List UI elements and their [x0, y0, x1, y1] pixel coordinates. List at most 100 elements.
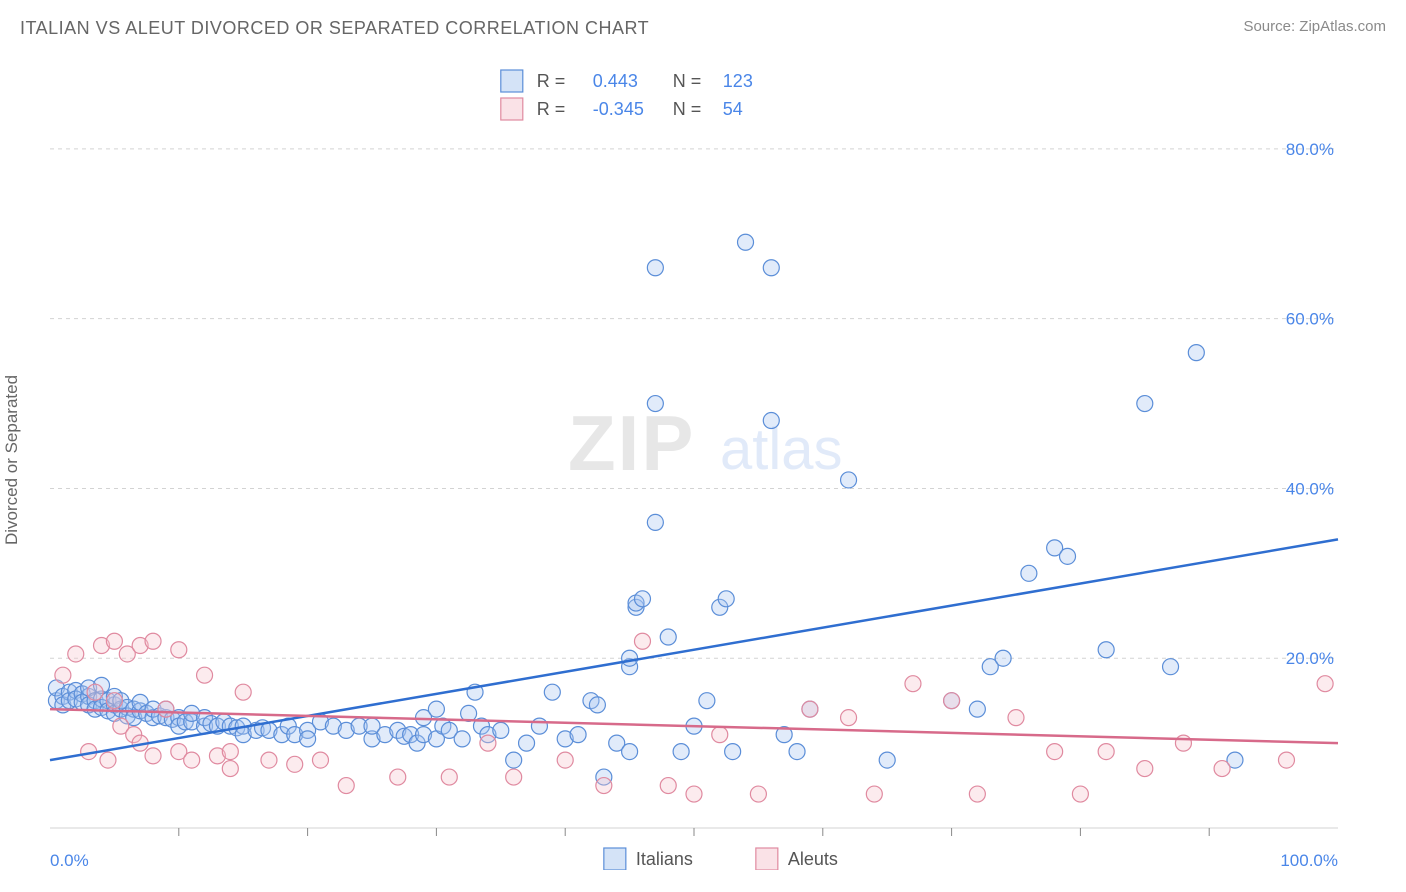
- data-point-aleuts: [145, 633, 161, 649]
- y-tick-label: 60.0%: [1286, 310, 1334, 329]
- data-point-italians: [1188, 345, 1204, 361]
- data-point-aleuts: [100, 752, 116, 768]
- data-point-aleuts: [222, 761, 238, 777]
- data-point-italians: [300, 731, 316, 747]
- data-point-italians: [1021, 565, 1037, 581]
- data-point-italians: [519, 735, 535, 751]
- data-point-italians: [969, 701, 985, 717]
- data-point-aleuts: [87, 684, 103, 700]
- legend-bottom-label-italians: Italians: [636, 849, 693, 869]
- data-point-italians: [789, 744, 805, 760]
- data-point-aleuts: [1072, 786, 1088, 802]
- legend-R-value-aleuts: -0.345: [593, 99, 644, 119]
- legend-swatch-italians: [501, 70, 523, 92]
- legend-bottom-swatch-italians: [604, 848, 626, 870]
- data-point-aleuts: [55, 667, 71, 683]
- legend-R-value-italians: 0.443: [593, 71, 638, 91]
- data-point-aleuts: [802, 701, 818, 717]
- data-point-aleuts: [1008, 710, 1024, 726]
- data-point-italians: [1060, 548, 1076, 564]
- data-point-aleuts: [171, 642, 187, 658]
- data-point-aleuts: [1317, 676, 1333, 692]
- data-point-aleuts: [1137, 761, 1153, 777]
- data-point-aleuts: [197, 667, 213, 683]
- data-point-aleuts: [261, 752, 277, 768]
- data-point-aleuts: [480, 735, 496, 751]
- data-point-italians: [454, 731, 470, 747]
- data-point-aleuts: [557, 752, 573, 768]
- data-point-aleuts: [1175, 735, 1191, 751]
- data-point-italians: [699, 693, 715, 709]
- y-tick-label: 20.0%: [1286, 649, 1334, 668]
- scatter-chart: 20.0%40.0%60.0%80.0%0.0%100.0%R =0.443N …: [20, 50, 1386, 870]
- data-point-aleuts: [596, 778, 612, 794]
- data-point-aleuts: [506, 769, 522, 785]
- data-point-italians: [589, 697, 605, 713]
- legend-R-label: R =: [537, 71, 566, 91]
- data-point-aleuts: [1098, 744, 1114, 760]
- legend-bottom-swatch-aleuts: [756, 848, 778, 870]
- data-point-aleuts: [158, 701, 174, 717]
- data-point-italians: [660, 629, 676, 645]
- data-point-italians: [647, 396, 663, 412]
- data-point-aleuts: [106, 633, 122, 649]
- source-attribution: Source: ZipAtlas.com: [1243, 18, 1386, 35]
- legend-bottom-label-aleuts: Aleuts: [788, 849, 838, 869]
- data-point-aleuts: [235, 684, 251, 700]
- data-point-italians: [531, 718, 547, 734]
- data-point-italians: [428, 701, 444, 717]
- data-point-aleuts: [441, 769, 457, 785]
- data-point-italians: [738, 234, 754, 250]
- data-point-italians: [1137, 396, 1153, 412]
- data-point-aleuts: [841, 710, 857, 726]
- data-point-italians: [544, 684, 560, 700]
- data-point-italians: [841, 472, 857, 488]
- legend-R-label: R =: [537, 99, 566, 119]
- data-point-aleuts: [905, 676, 921, 692]
- data-point-italians: [647, 514, 663, 530]
- legend-swatch-aleuts: [501, 98, 523, 120]
- data-point-aleuts: [184, 752, 200, 768]
- x-tick-label-right: 100.0%: [1280, 851, 1338, 870]
- data-point-italians: [622, 650, 638, 666]
- data-point-aleuts: [660, 778, 676, 794]
- data-point-aleuts: [312, 752, 328, 768]
- data-point-aleuts: [686, 786, 702, 802]
- data-point-italians: [493, 722, 509, 738]
- data-point-italians: [763, 260, 779, 276]
- data-point-italians: [622, 744, 638, 760]
- data-point-italians: [763, 413, 779, 429]
- data-point-aleuts: [712, 727, 728, 743]
- data-point-italians: [725, 744, 741, 760]
- data-point-italians: [673, 744, 689, 760]
- data-point-aleuts: [944, 693, 960, 709]
- data-point-aleuts: [1047, 744, 1063, 760]
- data-point-aleuts: [866, 786, 882, 802]
- data-point-italians: [1163, 659, 1179, 675]
- data-point-aleuts: [634, 633, 650, 649]
- data-point-aleuts: [338, 778, 354, 794]
- chart-title: ITALIAN VS ALEUT DIVORCED OR SEPARATED C…: [20, 18, 649, 39]
- data-point-italians: [570, 727, 586, 743]
- data-point-italians: [995, 650, 1011, 666]
- data-point-aleuts: [390, 769, 406, 785]
- y-tick-label: 40.0%: [1286, 479, 1334, 498]
- data-point-italians: [879, 752, 895, 768]
- data-point-aleuts: [287, 756, 303, 772]
- legend-N-label: N =: [673, 99, 702, 119]
- data-point-italians: [1098, 642, 1114, 658]
- data-point-italians: [506, 752, 522, 768]
- data-point-aleuts: [145, 748, 161, 764]
- data-point-italians: [718, 591, 734, 607]
- data-point-italians: [634, 591, 650, 607]
- plot-area: Divorced or Separated ZIP atlas 20.0%40.…: [20, 50, 1386, 870]
- chart-container: ITALIAN VS ALEUT DIVORCED OR SEPARATED C…: [0, 0, 1406, 892]
- legend-N-label: N =: [673, 71, 702, 91]
- data-point-aleuts: [68, 646, 84, 662]
- data-point-aleuts: [969, 786, 985, 802]
- data-point-aleuts: [106, 693, 122, 709]
- y-tick-label: 80.0%: [1286, 140, 1334, 159]
- data-point-aleuts: [1214, 761, 1230, 777]
- y-axis-label: Divorced or Separated: [2, 375, 22, 545]
- data-point-aleuts: [750, 786, 766, 802]
